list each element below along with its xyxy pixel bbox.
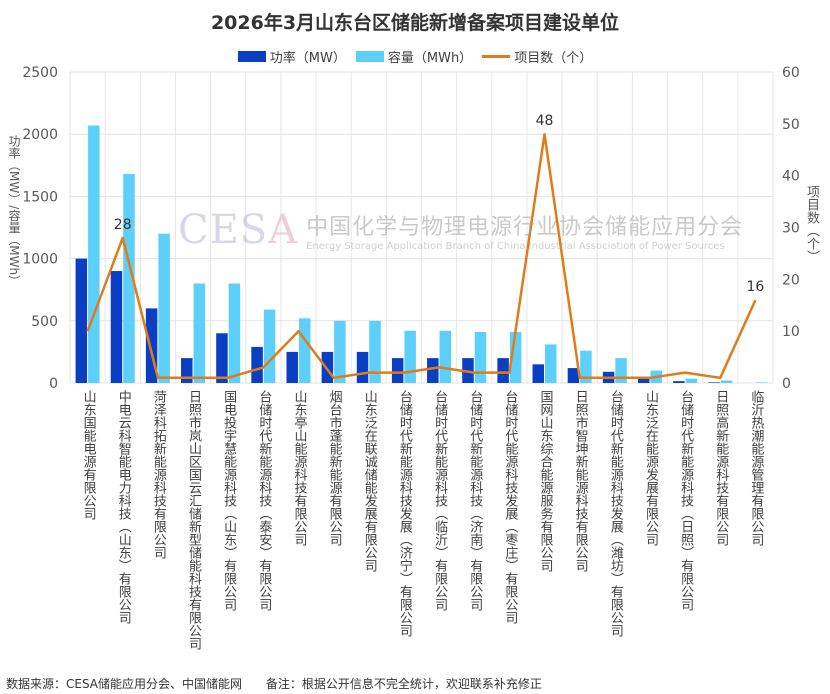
y-tick-right: 60 xyxy=(782,65,800,81)
x-tick-label: 日照市岚山区国云汇储新型储能科技有限公司 xyxy=(186,390,202,650)
legend-label-count: 项目数（个） xyxy=(514,51,593,66)
y-tick-right: 40 xyxy=(782,169,800,185)
legend-swatch-capacity xyxy=(355,51,384,62)
bar-capacity xyxy=(404,330,416,383)
footer-source: 数据来源：CESA储能应用分会、中国储能网 xyxy=(6,677,243,691)
bar-power xyxy=(427,358,439,383)
x-tick-label: 日照市智坤新能源科技有限公司 xyxy=(572,390,588,572)
bar-power xyxy=(75,258,88,383)
bar-capacity xyxy=(334,320,346,383)
x-tick-label: 台储时代新能源科技发展（济宁）有限公司 xyxy=(396,390,412,637)
x-tick-label: 山东国能电源有限公司 xyxy=(80,390,96,520)
x-tick-label: 台储时代新能源科技（泰安）有限公司 xyxy=(256,390,272,611)
y-tick-left: 1000 xyxy=(22,252,58,268)
bar-capacity xyxy=(509,331,522,383)
x-tick-label: 山东泛在能源发展有限公司 xyxy=(642,390,658,546)
bar-capacity xyxy=(298,318,311,383)
bar-capacity xyxy=(228,283,241,383)
bar-power xyxy=(321,351,334,383)
legend-swatch-count xyxy=(482,55,511,58)
bar-power xyxy=(637,378,650,383)
x-tick-label: 国电投宇慧能源科技（山东）有限公司 xyxy=(221,390,237,611)
legend-item-capacity[interactable]: 容量（MWh） xyxy=(355,47,473,66)
bar-capacity xyxy=(580,350,592,383)
x-tick-label: 中电云科智能电力科技（山东）有限公司 xyxy=(115,390,131,624)
chart-title: 2026年3月山东台区储能新增备案项目建设单位 xyxy=(210,12,620,34)
bar-power xyxy=(391,358,404,383)
footer: 数据来源：CESA储能应用分会、中国储能网 备注：根据公开信息不完全统计，欢迎联… xyxy=(6,675,562,692)
bar-power xyxy=(181,358,193,383)
y-tick-right: 20 xyxy=(782,272,800,288)
data-label-count: 28 xyxy=(114,217,132,233)
bar-capacity xyxy=(193,283,206,383)
y-tick-left: 1500 xyxy=(22,189,58,205)
x-tick-label: 台储时代新能源科技（济南）有限公司 xyxy=(467,390,483,611)
bar-power xyxy=(497,358,509,383)
legend-label-power: 功率（MW） xyxy=(269,51,346,66)
x-tick-label: 台储时代新能源科技（临沂）有限公司 xyxy=(432,390,448,611)
data-label-count: 16 xyxy=(747,279,765,295)
bar-power xyxy=(216,333,228,383)
y-axis-title-right: 项目数（个） xyxy=(804,185,819,263)
line-project-count xyxy=(86,132,757,380)
legend-item-power[interactable]: 功率（MW） xyxy=(237,47,346,66)
bar-capacity xyxy=(369,320,381,383)
bar-capacity xyxy=(439,330,452,383)
x-tick-label: 国网山东综合能源服务有限公司 xyxy=(537,390,553,572)
y-tick-right: 50 xyxy=(782,117,800,133)
bar-power xyxy=(567,368,580,383)
y-axis-title-left: 功率（MW）/容量（MWh） xyxy=(7,135,21,288)
bar-power xyxy=(708,382,720,383)
x-tick-label: 临沂热潮能源管理有限公司 xyxy=(748,390,764,546)
bar-power xyxy=(251,346,263,383)
x-tick-label: 台储时代能源科技发展（枣庄）有限公司 xyxy=(502,390,518,624)
data-label-count: 48 xyxy=(536,113,554,129)
x-tick-label: 日照高新能源科技有限公司 xyxy=(713,390,729,546)
legend-label-capacity: 容量（MWh） xyxy=(387,51,473,66)
x-tick-label: 台储时代新能源科技（日照）有限公司 xyxy=(678,390,694,611)
bar-power xyxy=(356,351,369,383)
bar-power xyxy=(532,364,545,383)
bar-capacity xyxy=(615,358,627,383)
bar-capacity xyxy=(158,233,170,383)
footer-note: 备注：根据公开信息不完全统计，欢迎联系补充修正 xyxy=(265,677,542,691)
bar-capacity xyxy=(545,344,557,383)
bar-capacity xyxy=(685,378,698,383)
bar-capacity xyxy=(263,309,276,383)
x-tick-label: 台储时代新能源科技发展（潍坊）有限公司 xyxy=(607,390,623,637)
y-tick-left: 2000 xyxy=(22,127,58,143)
x-tick-label: 山东泛在联诚储能发展有限公司 xyxy=(361,390,377,572)
bar-power xyxy=(673,381,685,383)
y-tick-left: 0 xyxy=(49,376,58,392)
bar-power xyxy=(145,308,158,383)
y-tick-left: 500 xyxy=(31,314,58,330)
bar-power xyxy=(110,271,123,383)
bar-capacity xyxy=(123,174,135,383)
bar-capacity xyxy=(720,380,733,383)
bar-capacity xyxy=(474,331,487,383)
x-tick-label: 山东亭山能源科技有限公司 xyxy=(291,390,307,546)
y-tick-right: 10 xyxy=(782,324,800,340)
y-tick-left: 2500 xyxy=(22,65,58,81)
x-tick-label: 烟台市蓬能新能源有限公司 xyxy=(326,390,342,546)
x-tick-label: 菏泽科拓新能源科技有限公司 xyxy=(150,390,166,559)
y-tick-right: 0 xyxy=(782,376,791,392)
bar-capacity xyxy=(755,382,768,383)
legend-item-count[interactable]: 项目数（个） xyxy=(482,47,592,66)
legend-swatch-power xyxy=(237,51,266,62)
bar-capacity xyxy=(88,125,100,383)
legend: 功率（MW） 容量（MWh） 项目数（个） xyxy=(0,47,830,66)
y-tick-right: 30 xyxy=(782,221,800,237)
bar-power xyxy=(286,351,298,383)
